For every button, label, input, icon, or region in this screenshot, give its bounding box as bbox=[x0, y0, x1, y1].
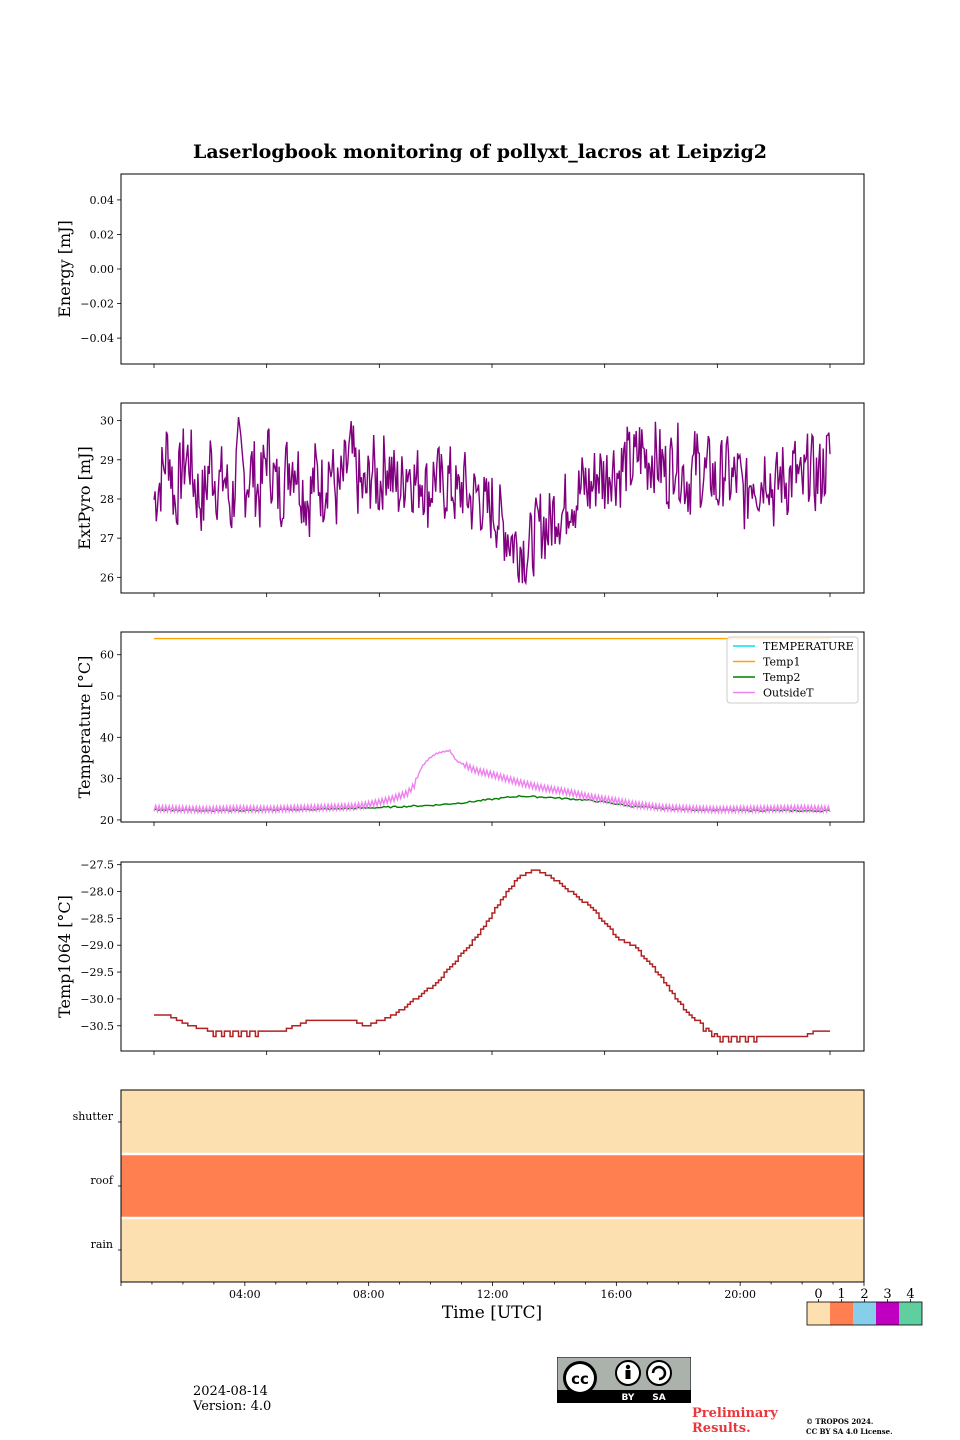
copyright-line-1: © TROPOS 2024. bbox=[806, 1417, 874, 1426]
y-axis-label: Energy [mJ] bbox=[55, 220, 74, 318]
y-tick-label: −29.0 bbox=[80, 939, 114, 952]
panel-2: 26 27 28 29 30 ExtPyro [mJ] bbox=[75, 402, 865, 597]
y-axis-label: ExtPyro [mJ] bbox=[75, 446, 94, 549]
preliminary-note: Preliminary Results. bbox=[692, 1406, 778, 1436]
axes-frame bbox=[120, 173, 865, 365]
y-axis-label: Temperature [°C] bbox=[75, 656, 94, 799]
colorbar-segment bbox=[853, 1302, 876, 1325]
y-tick-label: −0.02 bbox=[80, 298, 114, 311]
temp2-line bbox=[153, 794, 831, 813]
y-tick-label: −0.04 bbox=[80, 332, 114, 345]
colorbar-segment bbox=[899, 1302, 922, 1325]
y-tick-label: 27 bbox=[100, 532, 114, 545]
cc-by-label: BY bbox=[622, 1393, 635, 1403]
y-tick-label: 0.00 bbox=[90, 263, 115, 276]
status-row-label: roof bbox=[90, 1174, 114, 1187]
legend-label: OutsideT bbox=[763, 687, 814, 700]
panel-1: 0.04 0.02 0.00 −0.02 −0.04 Energy [mJ] bbox=[55, 173, 865, 368]
legend-label: TEMPERATURE bbox=[763, 640, 854, 653]
status-row-rain bbox=[121, 1218, 864, 1282]
x-tick-label: 16:00 bbox=[600, 1288, 632, 1301]
status-row-shutter bbox=[121, 1090, 864, 1154]
y-tick-label: 26 bbox=[100, 571, 114, 584]
preliminary-line-1: Preliminary bbox=[692, 1406, 778, 1421]
x-tick-label: 04:00 bbox=[229, 1288, 261, 1301]
legend-box bbox=[726, 636, 859, 704]
outsidet-line bbox=[153, 748, 831, 816]
y-tick-label: 40 bbox=[100, 731, 114, 744]
y-tick-label: 29 bbox=[100, 454, 114, 467]
x-tick-label: 12:00 bbox=[477, 1288, 509, 1301]
plot-area bbox=[153, 637, 831, 816]
y-tick-label: 50 bbox=[100, 690, 114, 703]
status-row-roof bbox=[121, 1154, 864, 1218]
footer-date: 2024-08-14 bbox=[193, 1384, 268, 1399]
y-tick-label: 20 bbox=[100, 814, 114, 827]
colorbar-segment bbox=[876, 1302, 899, 1325]
plot-area bbox=[153, 417, 831, 586]
y-tick-label: 0.02 bbox=[90, 228, 115, 241]
x-axis-label: Time [UTC] bbox=[442, 1303, 542, 1323]
colorbar-tick-label: 1 bbox=[837, 1287, 845, 1302]
y-tick-label: 28 bbox=[100, 493, 114, 506]
y-tick-label: 30 bbox=[100, 415, 114, 428]
legend-label: Temp2 bbox=[763, 671, 800, 684]
legend-label: Temp1 bbox=[763, 656, 800, 669]
colorbar-tick-label: 3 bbox=[883, 1287, 891, 1302]
y-tick-label: 30 bbox=[100, 773, 114, 786]
cc-sa-label: SA bbox=[652, 1393, 665, 1403]
copyright-note: © TROPOS 2024. CC BY SA 4.0 License. bbox=[806, 1417, 893, 1437]
colorbar-segment bbox=[807, 1302, 830, 1325]
svg-text:cc: cc bbox=[571, 1370, 589, 1388]
footer-version: Version: 4.0 bbox=[193, 1399, 272, 1414]
y-tick-label: −30.0 bbox=[80, 993, 114, 1006]
preliminary-line-2: Results. bbox=[692, 1421, 751, 1436]
colorbar-tick-label: 4 bbox=[906, 1287, 914, 1302]
axes-frame bbox=[120, 861, 865, 1052]
chart-title: Laserlogbook monitoring of pollyxt_lacro… bbox=[193, 141, 767, 163]
axes-frame bbox=[120, 631, 865, 823]
y-tick-label: −28.5 bbox=[80, 912, 114, 925]
x-tick-label: 08:00 bbox=[353, 1288, 385, 1301]
status-row-label: rain bbox=[91, 1238, 113, 1251]
axes-frame bbox=[120, 402, 865, 594]
extpyro-line bbox=[153, 417, 831, 586]
y-tick-label: 0.04 bbox=[90, 194, 115, 207]
colorbar-tick-label: 2 bbox=[860, 1287, 868, 1302]
colorbar-tick-label: 0 bbox=[814, 1287, 822, 1302]
status-row-label: shutter bbox=[73, 1110, 114, 1123]
y-axis-label: Temp1064 [°C] bbox=[55, 895, 74, 1018]
y-tick-label: −29.5 bbox=[80, 966, 114, 979]
colorbar-segment bbox=[830, 1302, 853, 1325]
panel-3: 20 30 40 50 60 Temperature [°C] TEMPERATURE Tem… bbox=[75, 631, 865, 827]
temp1064-line bbox=[154, 869, 830, 1043]
copyright-line-2: CC BY SA 4.0 License. bbox=[806, 1427, 893, 1436]
cc-by-sa-badge: cc BY SA bbox=[557, 1357, 691, 1403]
y-tick-label: −30.5 bbox=[80, 1020, 114, 1033]
x-tick-label: 20:00 bbox=[724, 1288, 756, 1301]
y-tick-label: −27.5 bbox=[80, 859, 114, 872]
y-tick-label: −28.0 bbox=[80, 886, 114, 899]
legend: TEMPERATURE Temp1 Temp2 OutsideT bbox=[726, 636, 859, 704]
panel-4: −27.5 −28.0 −28.5 −29.0 −29.5 −30.0 −30.5 Temp1… bbox=[55, 859, 865, 1055]
y-tick-label: 60 bbox=[100, 649, 114, 662]
plot-area bbox=[154, 869, 830, 1043]
